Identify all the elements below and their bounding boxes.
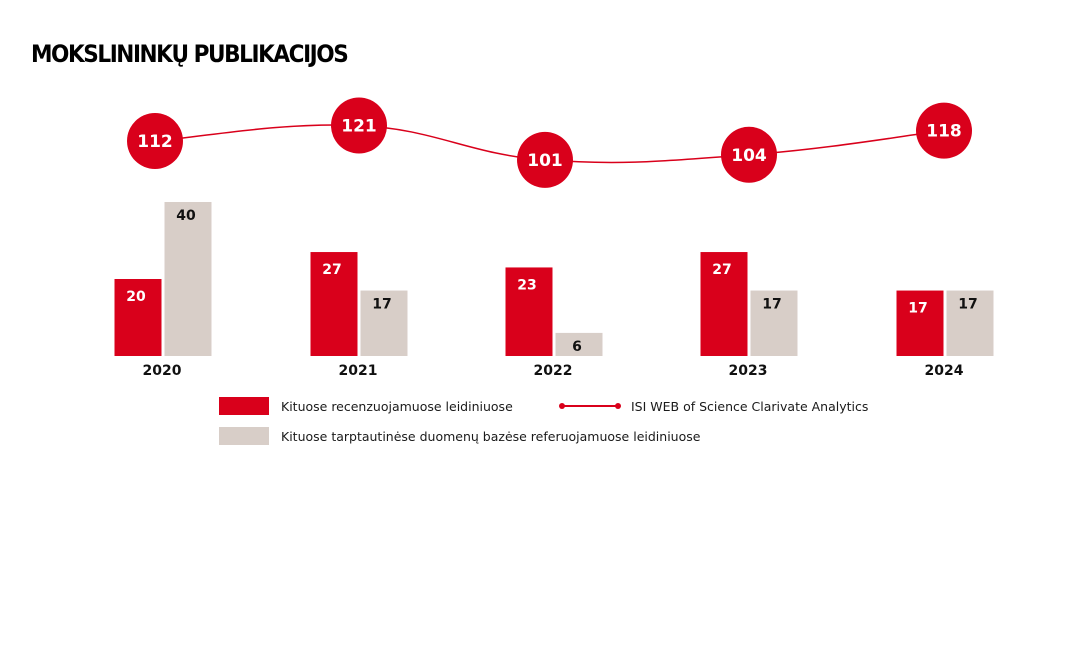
data-label-2020-tarptautinese: 40 (176, 208, 196, 224)
legend-line-marker (559, 401, 621, 411)
bar-2021-recenzuojamuose (310, 252, 358, 356)
point-2021-isi (331, 97, 387, 154)
data-label-2024-recenzuojamuose: 17 (908, 301, 927, 317)
bar-2022-recenzuojamuose (505, 267, 553, 356)
data-label-2021-isi: 121 (341, 117, 377, 137)
point-2023-isi (721, 126, 777, 183)
data-label-2023-isi: 104 (731, 146, 767, 166)
point-2020-isi (127, 113, 183, 169)
legend-swatch-beige (219, 427, 269, 445)
bar-2024-tarptautinese (946, 290, 994, 356)
data-label-2022-recenzuojamuose: 23 (517, 277, 536, 293)
legend-label-isi: ISI WEB of Science Clarivate Analytics (631, 398, 869, 414)
bar-2020-recenzuojamuose (114, 279, 162, 356)
data-label-2020-recenzuojamuose: 20 (126, 289, 146, 305)
tick-label-2020: 2020 (143, 363, 182, 379)
bar-2023-recenzuojamuose (700, 252, 748, 356)
data-label-2024-tarptautinese: 17 (958, 297, 977, 313)
tick-label-2021: 2021 (339, 363, 378, 379)
data-label-2021-tarptautinese: 17 (372, 297, 391, 313)
data-label-2024-isi: 118 (926, 122, 962, 142)
bar-2022-tarptautinese (555, 332, 603, 356)
point-2022-isi (517, 131, 573, 188)
bar-2021-tarptautinese (360, 290, 408, 356)
data-label-2020-isi: 112 (137, 132, 173, 152)
bar-2020-tarptautinese (164, 202, 212, 356)
legend-label-tarptautinese: Kituose tarptautinėse duomenų bazėse ref… (281, 428, 701, 444)
legend-swatch-red (219, 397, 269, 415)
tick-label-2022: 2022 (534, 363, 573, 379)
tick-label-2023: 2023 (729, 363, 768, 379)
bar-2023-tarptautinese (750, 290, 798, 356)
data-label-2021-recenzuojamuose: 27 (322, 262, 341, 278)
data-label-2022-tarptautinese: 6 (572, 339, 582, 355)
data-label-2023-tarptautinese: 17 (762, 297, 781, 313)
legend-label-recenzuojamuose: Kituose recenzuojamuose leidiniuose (281, 398, 513, 414)
bar-2024-recenzuojamuose (896, 290, 944, 356)
data-label-2023-recenzuojamuose: 27 (712, 262, 731, 278)
chart-title: MOKSLININKŲ PUBLIKACIJOS (31, 40, 349, 68)
data-label-2022-isi: 101 (527, 151, 563, 171)
legend-item-tarptautinese: Kituose tarptautinėse duomenų bazėse ref… (219, 427, 700, 445)
point-2024-isi (916, 102, 972, 159)
tick-label-2024: 2024 (925, 363, 964, 379)
legend-item-recenzuojamuose: Kituose recenzuojamuose leidiniuose (219, 397, 513, 415)
legend-item-isi: ISI WEB of Science Clarivate Analytics (559, 397, 868, 415)
